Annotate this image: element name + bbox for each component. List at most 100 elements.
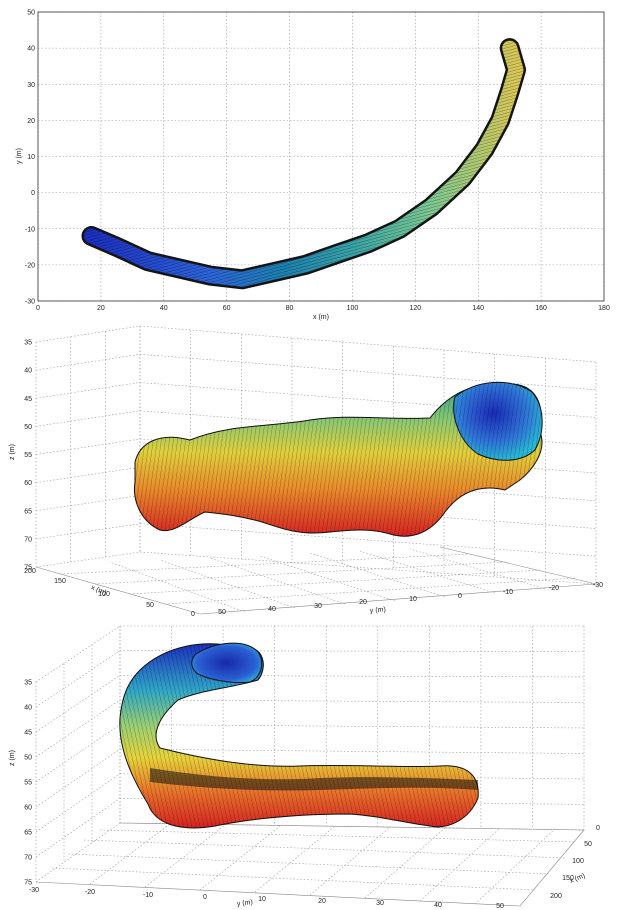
x-tick-label: 180 <box>598 305 610 312</box>
floor-gridline <box>67 853 551 875</box>
x-tick-label: 100 <box>572 858 584 865</box>
y-tick-label: -20 <box>85 889 95 896</box>
y-tick-label: -30 <box>29 887 39 894</box>
z-tick-label: 50 <box>24 424 32 431</box>
x-tick-label: 140 <box>472 305 484 312</box>
x-tick-label: 50 <box>146 602 154 609</box>
x-tick-label: 100 <box>98 591 110 598</box>
3d-view-2-z-label: z (m) <box>9 750 16 766</box>
y-tick-label: 40 <box>268 606 276 613</box>
z-gridline <box>35 466 141 483</box>
z-tick-label: 60 <box>24 480 32 487</box>
3d-view-1-y-label: y (m) <box>370 606 387 614</box>
top-view-axes-frame <box>37 11 605 302</box>
z-tick-label: 70 <box>24 536 32 543</box>
z-gridline <box>35 551 141 568</box>
top-view-tick-labels: 0 20 40 60 80 100 120 140 160 180 -30 -20 -10 0 10 20 30… <box>25 10 610 313</box>
floor-gridline <box>159 559 296 609</box>
top-view-svg: 0 20 40 60 80 100 120 140 160 180 -30 -20 -10 0 10 20 30… <box>16 10 610 322</box>
z-gridline <box>119 724 585 729</box>
y-tick-label: 10 <box>409 596 417 603</box>
y-tick-label: -30 <box>593 582 603 589</box>
z-gridline <box>35 798 121 858</box>
y-tick-label: 10 <box>27 154 35 161</box>
floor-gridline <box>89 823 171 885</box>
y-tick-label: -10 <box>25 226 35 233</box>
z-tick-label: 50 <box>24 755 32 762</box>
x-tick-label: 160 <box>535 305 547 312</box>
z-gridline <box>35 675 121 733</box>
floor-gridline <box>259 555 396 602</box>
x-tick-label: 150 <box>562 875 574 882</box>
floor-gridline <box>51 867 536 891</box>
floor-gridline <box>199 825 281 891</box>
z-gridline <box>35 325 141 343</box>
floor-edge <box>35 546 597 615</box>
z-gridline <box>35 724 121 783</box>
z-gridline <box>139 325 597 363</box>
3d-view-1-tunnel-surface <box>133 381 543 537</box>
3d-view-2-svg: 35 40 45 50 55 60 65 70 75-30 -20 -10 0 10 20 30 40 50 0 5… <box>9 625 600 910</box>
floor-gridline <box>474 828 556 905</box>
floor-gridline <box>129 569 541 595</box>
x-tick-label: 200 <box>24 568 36 575</box>
z-gridline <box>35 699 121 758</box>
y-tick-label: -10 <box>503 589 513 596</box>
3d-view-1-z-label: z (m) <box>9 444 16 460</box>
chart-3d-view-2: 35 40 45 50 55 60 65 70 75 -30 -20 -10 0 10 20 30 40 50 0 5… <box>0 618 622 910</box>
y-tick-label: 0 <box>31 190 35 197</box>
floor-gridline <box>254 825 336 893</box>
z-tick-label: 65 <box>24 830 32 837</box>
z-tick-label: 55 <box>24 780 32 787</box>
x-tick-label: 40 <box>160 305 168 312</box>
y-tick-label: 30 <box>27 82 35 89</box>
z-gridline <box>139 551 597 585</box>
z-tick-label: 35 <box>24 680 32 687</box>
z-tick-label: 45 <box>24 730 32 737</box>
y-tick-label: 50 <box>218 609 226 616</box>
z-tick-label: 35 <box>24 340 32 347</box>
chart-top-view: 0 20 40 60 80 100 120 140 160 180 -30 -20 -10 0 10 20 30… <box>0 0 622 322</box>
floor-gridline <box>364 827 446 899</box>
floor-gridline <box>94 561 506 585</box>
z-gridline <box>35 438 141 455</box>
x-tick-label: 200 <box>550 893 562 900</box>
3d-view-2-tunnel-surface <box>119 642 479 829</box>
floor-gridline <box>359 550 496 594</box>
floor-gridline <box>419 827 501 902</box>
y-tick-label: 0 <box>458 593 462 600</box>
y-tick-label: -20 <box>25 262 35 269</box>
z-gridline <box>35 625 121 683</box>
y-tick-label: 20 <box>359 599 367 606</box>
y-tick-label: -30 <box>25 299 35 306</box>
x-tick-label: 20 <box>97 305 105 312</box>
x-tick-label: 0 <box>596 825 600 832</box>
y-tick-label: 20 <box>27 118 35 125</box>
z-gridline <box>139 353 597 391</box>
x-tick-label: 0 <box>36 305 40 312</box>
floor-gridline <box>164 577 576 605</box>
y-tick-label: 20 <box>318 898 326 905</box>
y-tick-label: -20 <box>549 585 559 592</box>
z-tick-label: 60 <box>24 805 32 812</box>
3d-view-2-y-label: y (m) <box>237 899 254 908</box>
floor-gridline <box>99 829 577 843</box>
x-tick-label: 120 <box>409 305 421 312</box>
z-gridline <box>35 650 121 708</box>
z-gridline <box>139 382 597 418</box>
top-view-tunnel-body <box>81 38 526 290</box>
z-gridline <box>35 353 141 371</box>
y-tick-label: 40 <box>434 902 442 909</box>
3d-view-2-tick-labels: 35 40 45 50 55 60 65 70 75-30 -20 -10 0 10 20 30 40 50 0 5… <box>24 680 600 910</box>
z-gridline <box>35 748 121 808</box>
floor-gridline <box>59 553 471 575</box>
y-tick-label: 10 <box>258 896 266 903</box>
y-tick-label: 30 <box>376 900 384 907</box>
floor-gridline <box>209 557 346 605</box>
floor-gridline <box>109 561 246 613</box>
z-gridline <box>119 699 585 703</box>
z-tick-label: 75 <box>24 880 32 887</box>
z-tick-label: 65 <box>24 508 32 515</box>
x-tick-label: 60 <box>223 305 231 312</box>
